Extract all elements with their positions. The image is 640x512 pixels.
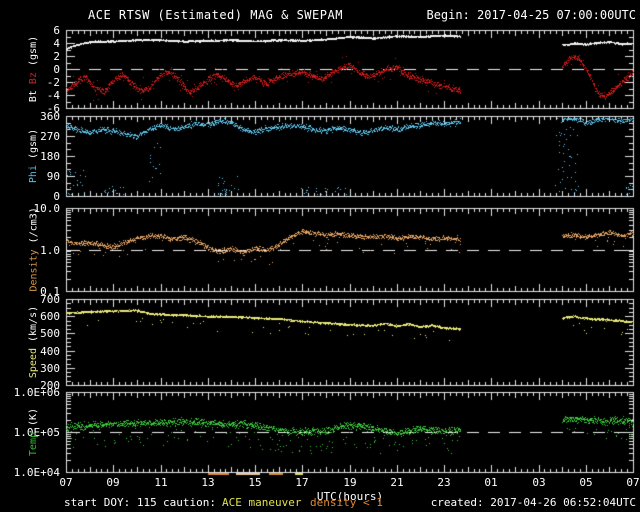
x-tick-label: 07 <box>626 476 640 489</box>
x-tick-label: 17 <box>295 476 309 489</box>
y-tick-label-temp: 1.0E+05 <box>13 426 60 439</box>
y-axis-title-density: Density (/cm3) <box>27 206 41 291</box>
y-axis-title-part: (/cm3) <box>28 206 39 249</box>
y-axis-title-part: Temp <box>28 432 39 457</box>
y-axis-title-mag: Bt Bz (gsm) <box>27 30 41 108</box>
y-axis-title-part: (km/s) <box>28 305 39 349</box>
y-tick-label-mag: 0 <box>53 63 60 76</box>
y-axis-title-temp: Temp (K) <box>27 392 41 472</box>
y-axis-title-part: Bz <box>28 72 39 85</box>
caution-ace-maneuver: ACE maneuver <box>222 496 302 509</box>
y-tick-label-temp: 1.0E+04 <box>13 466 60 479</box>
begin-timestamp: Begin: 2017-04-25 07:00:00UTC <box>426 8 636 22</box>
y-tick-label-temp: 1.0E+06 <box>13 386 60 399</box>
y-axis-title-part: (K) <box>28 407 39 432</box>
x-tick-label: 07 <box>59 476 73 489</box>
y-axis-title-part: (gsm) <box>28 35 39 73</box>
y-tick-label-mag: -2 <box>46 76 60 89</box>
y-axis-title-part: Phi <box>28 165 39 184</box>
caution-label: caution: <box>163 496 216 509</box>
x-tick-label: 23 <box>437 476 451 489</box>
y-tick-label-mag: 2 <box>53 50 60 63</box>
x-tick-label: 21 <box>390 476 404 489</box>
y-axis-title-part: Density <box>28 248 39 291</box>
y-tick-label-speed: 600 <box>40 310 60 323</box>
x-tick-label: 01 <box>484 476 498 489</box>
x-tick-label: 13 <box>201 476 215 489</box>
x-tick-label: 11 <box>154 476 168 489</box>
x-tick-label: 03 <box>532 476 546 489</box>
y-tick-label-speed: 200 <box>40 379 60 392</box>
y-tick-label-phi: 90 <box>46 170 60 183</box>
y-axis-title-speed: Speed (km/s) <box>27 299 41 385</box>
y-tick-label-mag: 4 <box>53 37 60 50</box>
y-tick-label-phi: 0 <box>53 190 60 203</box>
page-title: ACE RTSW (Estimated) MAG & SWEPAM <box>88 8 343 22</box>
y-tick-label-phi: 270 <box>40 130 60 143</box>
y-tick-label-speed: 300 <box>40 362 60 375</box>
x-tick-label: 05 <box>579 476 593 489</box>
x-tick-label: 15 <box>248 476 262 489</box>
start-doy-label: start DOY: 115 <box>64 496 157 509</box>
y-axis-title-part: (gsm) <box>28 128 39 166</box>
y-tick-label-mag: 6 <box>53 24 60 37</box>
y-tick-label-mag: -6 <box>46 102 60 115</box>
y-tick-label-density: 10.0 <box>33 202 61 215</box>
y-tick-label-phi: 360 <box>40 110 60 123</box>
y-tick-label-speed: 500 <box>40 327 60 340</box>
y-tick-label-density: 0.1 <box>40 285 60 298</box>
y-tick-label-speed: 700 <box>40 293 60 306</box>
x-tick-label: 19 <box>343 476 357 489</box>
y-tick-label-density: 1.0 <box>40 244 60 257</box>
y-axis-title-part: Bt <box>28 84 39 103</box>
caution-density: density < 1 <box>310 496 383 509</box>
x-tick-label: 09 <box>106 476 120 489</box>
y-axis-title-part: Speed <box>28 348 39 379</box>
created-timestamp: created: 2017-04-26 06:52:04UTC <box>430 496 636 509</box>
x-axis-title: UTC(hours) <box>316 490 384 503</box>
y-tick-label-speed: 400 <box>40 345 60 358</box>
y-axis-title-phi: Phi (gsm) <box>27 116 41 196</box>
y-tick-label-phi: 180 <box>40 150 60 163</box>
y-tick-label-mag: -4 <box>46 89 60 102</box>
